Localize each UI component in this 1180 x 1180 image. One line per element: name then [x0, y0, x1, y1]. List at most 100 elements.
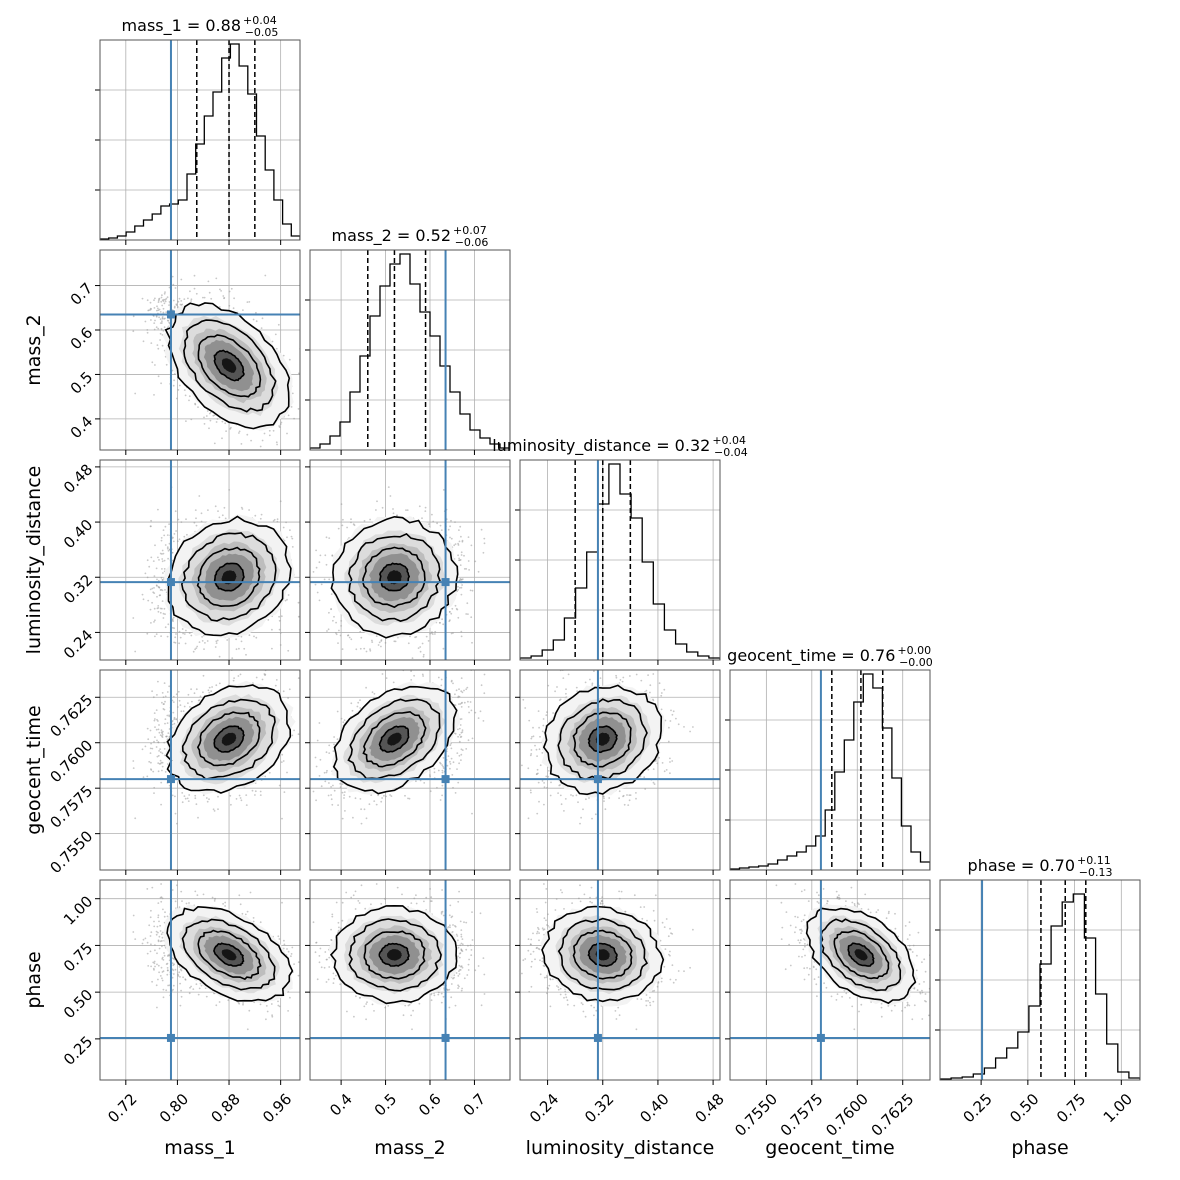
sample-point [157, 508, 159, 511]
sample-point [204, 642, 206, 644]
sample-point [228, 290, 231, 293]
sample-point [302, 583, 304, 585]
sample-point [255, 636, 258, 639]
ytick-label: 0.24 [60, 626, 96, 662]
sample-point [168, 523, 171, 525]
sample-point [154, 319, 156, 322]
sample-point [291, 537, 294, 540]
sample-point [180, 278, 183, 281]
sample-point [156, 755, 159, 758]
sample-point [210, 690, 213, 693]
sample-point [245, 653, 247, 656]
sample-point [454, 521, 456, 523]
sample-point [297, 601, 300, 604]
sample-point [198, 495, 201, 497]
sample-point [167, 549, 170, 552]
sample-point [161, 304, 164, 307]
sample-point [215, 640, 218, 643]
sample-point [158, 559, 160, 561]
sample-point [319, 554, 322, 557]
sample-point [195, 524, 198, 527]
sample-point [171, 626, 174, 629]
sample-point [272, 520, 275, 522]
sample-point [340, 503, 343, 505]
sample-point [290, 406, 293, 408]
sample-point [188, 395, 191, 398]
sample-point [282, 354, 285, 357]
sample-point [285, 521, 287, 524]
sample-point [328, 578, 331, 581]
sample-point [174, 373, 176, 375]
sample-point [320, 354, 322, 356]
sample-point [158, 594, 161, 597]
sample-point [458, 559, 460, 562]
panel-frame [309, 459, 511, 661]
sample-point [465, 568, 468, 570]
sample-point [474, 560, 477, 563]
ytick-label: 0.4 [67, 413, 97, 443]
histogram-bin [370, 316, 380, 450]
sample-point [230, 287, 233, 290]
sample-point [218, 645, 220, 647]
sample-point [316, 421, 318, 423]
sample-point [178, 384, 181, 387]
sample-point [154, 635, 156, 638]
sample-point [381, 506, 384, 509]
sample-point [160, 635, 163, 637]
sample-point [350, 638, 353, 641]
sample-point [450, 632, 453, 635]
sample-point [333, 615, 335, 618]
sample-point [235, 648, 238, 651]
density-panel-luminosity_distance-vs-mass_2 [302, 459, 511, 679]
sample-point [427, 640, 430, 642]
sample-point [384, 642, 387, 644]
sample-point [152, 696, 155, 699]
sample-point [173, 533, 176, 535]
sample-point [164, 718, 167, 721]
sample-point [207, 280, 210, 283]
sample-point [152, 560, 155, 562]
sample-point [183, 298, 186, 300]
sample-point [425, 635, 428, 638]
sample-point [218, 516, 221, 519]
sample-point [208, 427, 210, 430]
sample-point [459, 559, 462, 561]
sample-point [468, 569, 470, 571]
sample-point [305, 750, 307, 752]
sample-point [201, 636, 204, 638]
sample-point [195, 647, 198, 649]
histogram-bin [274, 200, 283, 240]
sample-point [160, 300, 163, 303]
histogram-bin [257, 136, 266, 240]
title-main: luminosity_distance = 0.32 [492, 436, 710, 456]
sample-point [360, 636, 363, 639]
sample-point [263, 432, 266, 435]
sample-point [215, 277, 218, 280]
sample-point [162, 572, 164, 574]
sample-point [153, 607, 156, 610]
sample-point [155, 315, 158, 318]
sample-point [238, 451, 240, 453]
panel-frame [99, 459, 301, 661]
sample-point [221, 514, 224, 517]
sample-point [429, 632, 431, 635]
contour-line [213, 562, 245, 592]
sample-point [466, 602, 469, 605]
sample-point [164, 700, 166, 703]
sample-point [407, 677, 409, 679]
sample-point [159, 748, 162, 750]
histogram-bin [460, 414, 470, 450]
sample-point [276, 520, 279, 523]
panel-frame [309, 249, 511, 451]
sample-point [167, 623, 170, 626]
sample-point [378, 641, 381, 644]
sample-point [183, 633, 186, 635]
sample-point [194, 403, 197, 406]
sample-point [221, 420, 224, 423]
ytick-label: 0.7 [67, 279, 97, 309]
sample-point [264, 274, 267, 277]
sample-point [348, 636, 351, 639]
sample-point [458, 529, 460, 531]
sample-point [203, 423, 206, 425]
sample-point [242, 309, 244, 311]
